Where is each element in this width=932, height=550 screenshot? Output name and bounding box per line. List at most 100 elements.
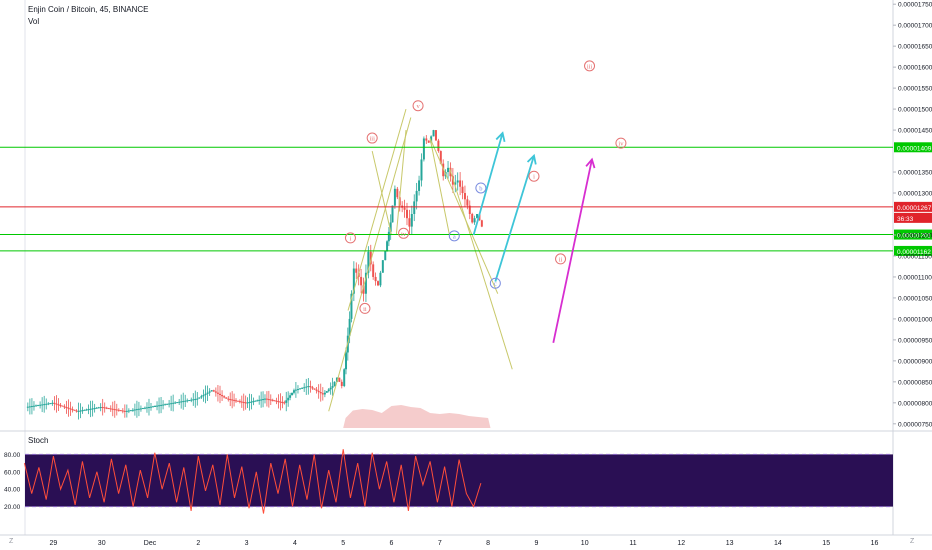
time-tick-label: 7 — [438, 540, 442, 547]
volume-label[interactable]: Vol — [28, 17, 40, 26]
candle-body — [89, 408, 92, 410]
wave-label: i — [350, 235, 352, 242]
wave-label: ii — [559, 256, 563, 263]
candle-body — [362, 285, 365, 294]
candle-body — [384, 250, 387, 261]
candle-body — [256, 400, 259, 402]
timezone-icon-left[interactable]: Z — [9, 538, 14, 545]
volume-area — [343, 405, 491, 428]
level-tag-label: 0.00001201 — [897, 233, 932, 240]
candle-body — [408, 218, 411, 227]
stoch-label[interactable]: Stoch — [28, 436, 49, 445]
candle-body — [299, 388, 302, 390]
wave-arrow-head — [585, 157, 596, 169]
candle-body — [103, 407, 106, 409]
candle-body — [471, 214, 474, 223]
time-tick-label: 30 — [98, 540, 106, 547]
candle-body — [291, 392, 294, 396]
wave-label: iv — [401, 231, 407, 238]
candle-body — [381, 260, 384, 273]
candle-body — [374, 276, 377, 282]
trend-line — [347, 108, 407, 311]
candle-body — [343, 369, 346, 387]
price-tick-label: 0.00001600 — [898, 65, 932, 72]
time-tick-label: 29 — [50, 540, 58, 547]
time-tick-label: 9 — [534, 540, 538, 547]
candle-body — [32, 405, 35, 407]
price-tick-label: 0.00001450 — [898, 128, 932, 135]
candle-body — [437, 140, 440, 152]
candle-body — [454, 182, 457, 185]
stoch-panel[interactable]: 80.00 60.00 40.00 20.00 — [4, 449, 893, 514]
time-tick-label: 6 — [390, 540, 394, 547]
candle-body — [26, 406, 29, 408]
countdown-label: 36:33 — [897, 216, 914, 223]
candle-body — [461, 186, 464, 194]
candle-body — [391, 205, 394, 223]
level-tag-label: 0.00001162 — [897, 249, 931, 256]
timezone-icon-right[interactable]: Z — [910, 538, 915, 545]
candle-body — [170, 403, 173, 405]
candle-body — [206, 392, 209, 394]
level-tag-label: 0.00001409 — [897, 145, 932, 152]
wave-label-circle — [489, 277, 501, 289]
time-axis[interactable]: 29 30 Dec 2 3 4 5 6 7 8 9 10 11 12 13 14 15 16 — [50, 540, 879, 547]
candle-body — [231, 399, 234, 401]
wave-arrow — [552, 159, 593, 344]
candle-body — [350, 293, 353, 319]
candle-body — [244, 402, 247, 404]
price-tick-label: 0.00001700 — [898, 23, 932, 30]
candle-body — [93, 408, 96, 410]
candle-body — [281, 401, 284, 403]
stoch-axis-label: 20.00 — [4, 504, 21, 511]
candle-body — [221, 395, 224, 397]
candle-body — [233, 399, 236, 401]
candle-body — [313, 388, 316, 390]
time-tick-label: 2 — [196, 540, 200, 547]
wave-label-circle — [555, 253, 567, 265]
price-axis[interactable]: 0.00001409 0.00001267 0.00001201 0.00001162… — [893, 2, 932, 429]
candle-body — [75, 410, 78, 412]
wave-label-circle — [584, 60, 596, 72]
candle-body — [387, 231, 390, 242]
candle-body — [43, 404, 46, 406]
price-tick-label: 0.00000750 — [898, 421, 932, 428]
candle-body — [212, 390, 215, 392]
candle-body — [216, 392, 219, 394]
candle-body — [338, 377, 341, 382]
candle-body — [182, 401, 185, 403]
candle-body — [150, 406, 152, 408]
candle-body — [285, 400, 288, 403]
candle-body — [236, 400, 239, 402]
candle-body — [200, 396, 203, 398]
symbol-title[interactable]: Enjin Coin / Bitcoin, 45, BINANCE — [28, 5, 149, 14]
candle-body — [137, 408, 140, 410]
candle-body — [415, 190, 418, 202]
candle-body — [204, 393, 207, 396]
candle-body — [333, 381, 336, 387]
candle-body — [413, 201, 416, 214]
candle-body — [162, 404, 165, 406]
candle-body — [109, 408, 112, 410]
candle-body — [210, 390, 213, 392]
stoch-axis-label: 80.00 — [4, 452, 21, 459]
candle-body — [303, 387, 306, 389]
candle-body — [468, 205, 471, 214]
price-tick-label: 0.00001100 — [898, 274, 932, 281]
candle-body — [265, 398, 268, 400]
candle-body — [37, 405, 40, 407]
level-tag — [894, 142, 932, 153]
trend-line — [448, 167, 513, 370]
candle-body — [311, 387, 314, 389]
candle-body — [133, 409, 136, 411]
trend-line — [328, 117, 412, 412]
candle-body — [292, 390, 295, 393]
candle-body — [335, 377, 338, 382]
candle-body — [267, 399, 270, 401]
candle-body — [198, 397, 201, 399]
candle-body — [156, 405, 159, 407]
time-tick-label: 12 — [677, 540, 685, 547]
price-tick-label: 0.00001550 — [898, 86, 932, 93]
candle-body — [466, 199, 469, 206]
